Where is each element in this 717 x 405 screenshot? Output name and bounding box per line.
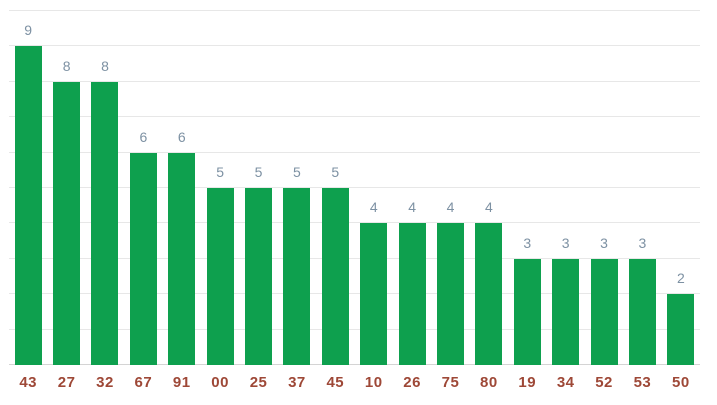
bar	[436, 223, 464, 365]
x-axis-label: 19	[518, 373, 537, 391]
bar	[129, 152, 157, 365]
bar	[513, 258, 541, 365]
x-axis-label: 80	[480, 373, 498, 391]
bar	[398, 223, 426, 365]
bar-slot: 6	[124, 11, 162, 365]
x-axis-label: 10	[364, 373, 383, 391]
bar-slot: 4	[393, 11, 431, 365]
bar-slot: 3	[585, 11, 623, 365]
bar-value-label: 4	[408, 199, 416, 216]
gridline	[9, 10, 700, 11]
bar-value-label: 3	[523, 234, 532, 251]
bar-value-label: 6	[177, 128, 186, 145]
bar-value-label: 4	[484, 199, 493, 216]
x-axis-label: 45	[326, 373, 345, 391]
bars-row: 9 8 8 6 6 5 5 5 5 4 4 4 4 3 3 3 3 2	[9, 11, 700, 365]
bar-slot: 8	[47, 11, 85, 365]
bar	[321, 188, 349, 365]
gridline	[9, 116, 700, 118]
bar-value-label: 9	[24, 22, 33, 39]
x-axis-labels: 43 27 32 67 91 00 25 37 45 10 26 75 80 19 34 52 53 50	[9, 368, 700, 396]
x-axis-label: 32	[96, 373, 114, 391]
x-axis-baseline	[9, 364, 700, 365]
gridline	[9, 80, 700, 82]
x-axis-label: 34	[556, 373, 575, 391]
bar	[168, 152, 196, 365]
bar	[475, 223, 503, 365]
bar-slot: 3	[546, 11, 584, 365]
gridline	[9, 222, 700, 224]
bar	[53, 81, 81, 365]
bar-slot: 8	[86, 11, 124, 365]
bar	[590, 258, 618, 365]
bar-value-label: 5	[331, 164, 340, 180]
bar	[91, 81, 119, 365]
bar	[14, 46, 42, 365]
gridline	[9, 293, 700, 295]
x-axis-label: 37	[288, 373, 306, 391]
x-axis-label: 52	[595, 373, 613, 391]
bar-value-label: 4	[446, 199, 455, 216]
gridline	[9, 45, 700, 47]
gridline	[9, 328, 700, 330]
bar-slot: 6	[163, 11, 201, 365]
bar-value-label: 5	[216, 164, 225, 180]
x-axis-label: 67	[134, 373, 153, 391]
bar-value-label: 3	[561, 234, 570, 251]
bar	[206, 188, 234, 365]
x-axis-label: 53	[633, 373, 652, 391]
bar	[283, 188, 311, 365]
bar	[245, 188, 273, 365]
bar	[552, 258, 580, 365]
x-axis-label: 50	[671, 373, 690, 391]
bar-slot: 5	[316, 11, 354, 365]
bar	[360, 223, 388, 365]
x-axis-label: 27	[57, 373, 76, 391]
x-axis-label: 26	[403, 373, 421, 391]
gridline	[9, 151, 700, 153]
bar-value-label: 8	[101, 57, 109, 74]
bar-slot: 4	[431, 11, 469, 365]
x-axis-label: 25	[249, 373, 268, 391]
bar-slot: 2	[662, 11, 700, 365]
bar-value-label: 4	[369, 199, 378, 216]
bar-value-label: 8	[62, 57, 71, 74]
bar-slot: 5	[278, 11, 316, 365]
bar-slot: 3	[508, 11, 546, 365]
gridline	[9, 257, 700, 259]
bar-slot: 4	[355, 11, 393, 365]
bar-value-label: 6	[139, 128, 148, 145]
bar-value-label: 5	[254, 164, 263, 180]
plot-area: 9 8 8 6 6 5 5 5 5 4 4 4 4 3 3 3 3 2	[9, 10, 700, 365]
gridline	[9, 187, 700, 188]
bar-slot: 3	[623, 11, 661, 365]
bar-slot: 5	[201, 11, 239, 365]
bar-value-label: 5	[293, 164, 301, 180]
x-axis-label: 91	[172, 373, 191, 391]
bar	[628, 258, 656, 365]
x-axis-label: 00	[211, 373, 229, 391]
bar-slot: 9	[9, 11, 47, 365]
bar-slot: 5	[239, 11, 277, 365]
bar-value-label: 3	[600, 234, 608, 251]
x-axis-label: 75	[441, 373, 460, 391]
bar-value-label: 2	[676, 270, 685, 287]
bar-value-label: 3	[638, 234, 647, 251]
x-axis-label: 43	[19, 373, 38, 391]
bar-slot: 4	[470, 11, 508, 365]
bar	[667, 294, 695, 365]
